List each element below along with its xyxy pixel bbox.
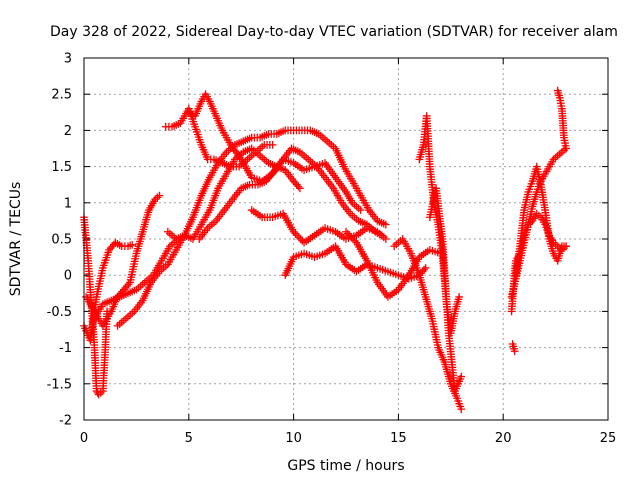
data-point bbox=[296, 184, 304, 193]
data-point bbox=[455, 293, 464, 301]
y-tick-label: -1 bbox=[59, 341, 72, 356]
plot-frame bbox=[83, 57, 609, 421]
y-tick-label: 2.5 bbox=[51, 88, 72, 103]
x-tick-label: 15 bbox=[390, 431, 407, 446]
y-tick-label: -1.5 bbox=[47, 377, 72, 392]
x-tick-label: 5 bbox=[185, 431, 193, 446]
data-point bbox=[268, 141, 277, 149]
chart-title: Day 328 of 2022, Sidereal Day-to-day VTE… bbox=[50, 24, 618, 40]
x-tick-label: 0 bbox=[80, 431, 88, 446]
y-tick-label: -0.5 bbox=[47, 305, 72, 320]
data-point bbox=[155, 191, 164, 200]
x-axis-label: GPS time / hours bbox=[287, 458, 404, 474]
y-tick-label: -2 bbox=[59, 414, 72, 429]
data-points bbox=[80, 86, 570, 413]
y-tick-labels: -2 -1.5 -1 -0.5 0 0.5 1 1.5 2 2.5 3 bbox=[47, 52, 72, 429]
data-point bbox=[381, 220, 390, 229]
data-point bbox=[381, 235, 390, 243]
data-point bbox=[421, 264, 430, 272]
data-point bbox=[562, 242, 570, 251]
data-point bbox=[562, 144, 570, 153]
y-tick-label: 1.5 bbox=[51, 160, 72, 175]
data-point bbox=[457, 372, 466, 381]
data-point bbox=[510, 347, 519, 356]
x-tick-labels: 0 5 10 15 20 25 bbox=[80, 431, 616, 446]
y-tick-label: 1 bbox=[64, 196, 72, 211]
x-tick-label: 20 bbox=[495, 431, 512, 446]
y-tick-label: 0.5 bbox=[51, 233, 72, 248]
grid-lines bbox=[84, 58, 608, 420]
y-tick-label: 3 bbox=[64, 52, 72, 67]
x-tick-label: 25 bbox=[600, 431, 617, 446]
data-point bbox=[457, 405, 466, 413]
data-point bbox=[356, 206, 365, 214]
y-axis-label: SDTVAR / TECUs bbox=[8, 182, 24, 297]
x-tick-label: 10 bbox=[285, 431, 302, 446]
data-point bbox=[128, 240, 137, 249]
y-tick-label: 2 bbox=[64, 124, 72, 139]
y-tick-label: 0 bbox=[64, 269, 72, 284]
